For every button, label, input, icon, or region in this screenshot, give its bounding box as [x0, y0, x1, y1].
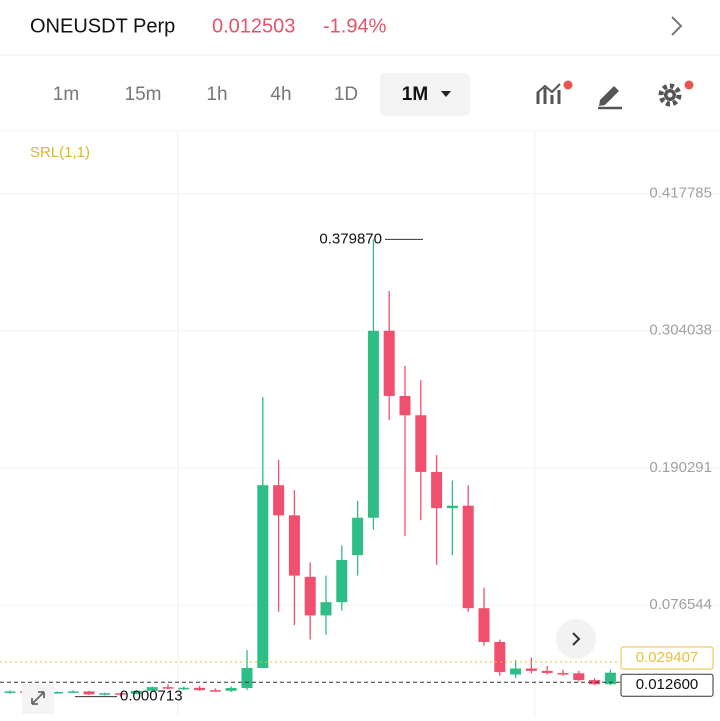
candle-body [367, 330, 379, 518]
candle-body [178, 687, 190, 690]
draw-icon[interactable] [598, 86, 622, 110]
candle-body [573, 673, 585, 681]
tab[interactable]: 1M [402, 84, 428, 105]
candle-body [494, 641, 506, 673]
tab[interactable]: 4h [270, 84, 291, 105]
price-line-box [620, 673, 714, 697]
tabs: 1m 15m 1h 4h 1D 1M [53, 84, 428, 105]
tab[interactable]: 1D [334, 84, 358, 105]
tab[interactable]: 1m [53, 84, 79, 105]
candle-body [115, 693, 127, 695]
candle-body [462, 505, 474, 609]
candle-body [130, 690, 142, 694]
candle-body [541, 670, 553, 673]
expand-button[interactable] [22, 684, 54, 714]
y-tick-label: 0.190291 [649, 459, 712, 476]
tab[interactable]: 15m [125, 84, 162, 105]
candle-body [67, 691, 79, 693]
candle-body [225, 688, 237, 691]
scroll-right-button[interactable] [556, 619, 596, 659]
indicator-label: SRL(1,1) [30, 144, 90, 161]
change: -1.94% [323, 15, 387, 37]
y-tick-label: 0.076544 [649, 596, 712, 613]
candle-body [383, 330, 395, 396]
candle-body [525, 668, 537, 671]
candle-body [589, 680, 601, 685]
tab[interactable]: 1h [206, 84, 227, 105]
symbol[interactable]: ONEUSDT Perp [30, 15, 175, 37]
candle-body [83, 691, 95, 695]
candle-body [431, 471, 443, 509]
candle-body [146, 687, 158, 691]
indicator-icon[interactable] [536, 80, 573, 105]
y-tick-label: 0.417785 [649, 185, 712, 202]
candle-body [304, 576, 316, 616]
plot: 0.076544 0.190291 0.304038 0.417785 0.029407… [0, 185, 720, 705]
candle-body [273, 485, 285, 516]
high-marker-label: 0.379870 [319, 230, 382, 247]
candle-body [320, 602, 332, 616]
settings-icon[interactable] [658, 80, 694, 107]
candle-body [415, 415, 427, 472]
candle-body [510, 668, 522, 675]
low-marker-label: 0.000713 [120, 688, 183, 705]
candle-body [446, 505, 458, 509]
candle-body [478, 608, 490, 642]
candle-body [194, 687, 206, 691]
candle-body [352, 517, 364, 556]
price-line-label: 0.012600 [636, 676, 699, 693]
candle-body [99, 693, 111, 695]
candle-body [241, 668, 253, 689]
chevron-right[interactable] [671, 16, 683, 36]
price-line-box [620, 646, 714, 670]
candle-body [162, 687, 174, 689]
selected-tab-bg [380, 73, 470, 116]
candle-body [399, 395, 411, 416]
candle-body [51, 692, 63, 694]
candle-body [336, 559, 348, 603]
dropdown-caret[interactable] [441, 91, 451, 97]
candle-body [288, 515, 300, 576]
candle-body [4, 691, 16, 693]
price-line-label: 0.029407 [636, 649, 699, 666]
candle-body [257, 485, 269, 669]
price: 0.012503 [212, 15, 295, 37]
candle-body [604, 672, 616, 685]
candle-body [557, 672, 569, 675]
y-tick-label: 0.304038 [649, 322, 712, 339]
candle-body [209, 690, 221, 692]
